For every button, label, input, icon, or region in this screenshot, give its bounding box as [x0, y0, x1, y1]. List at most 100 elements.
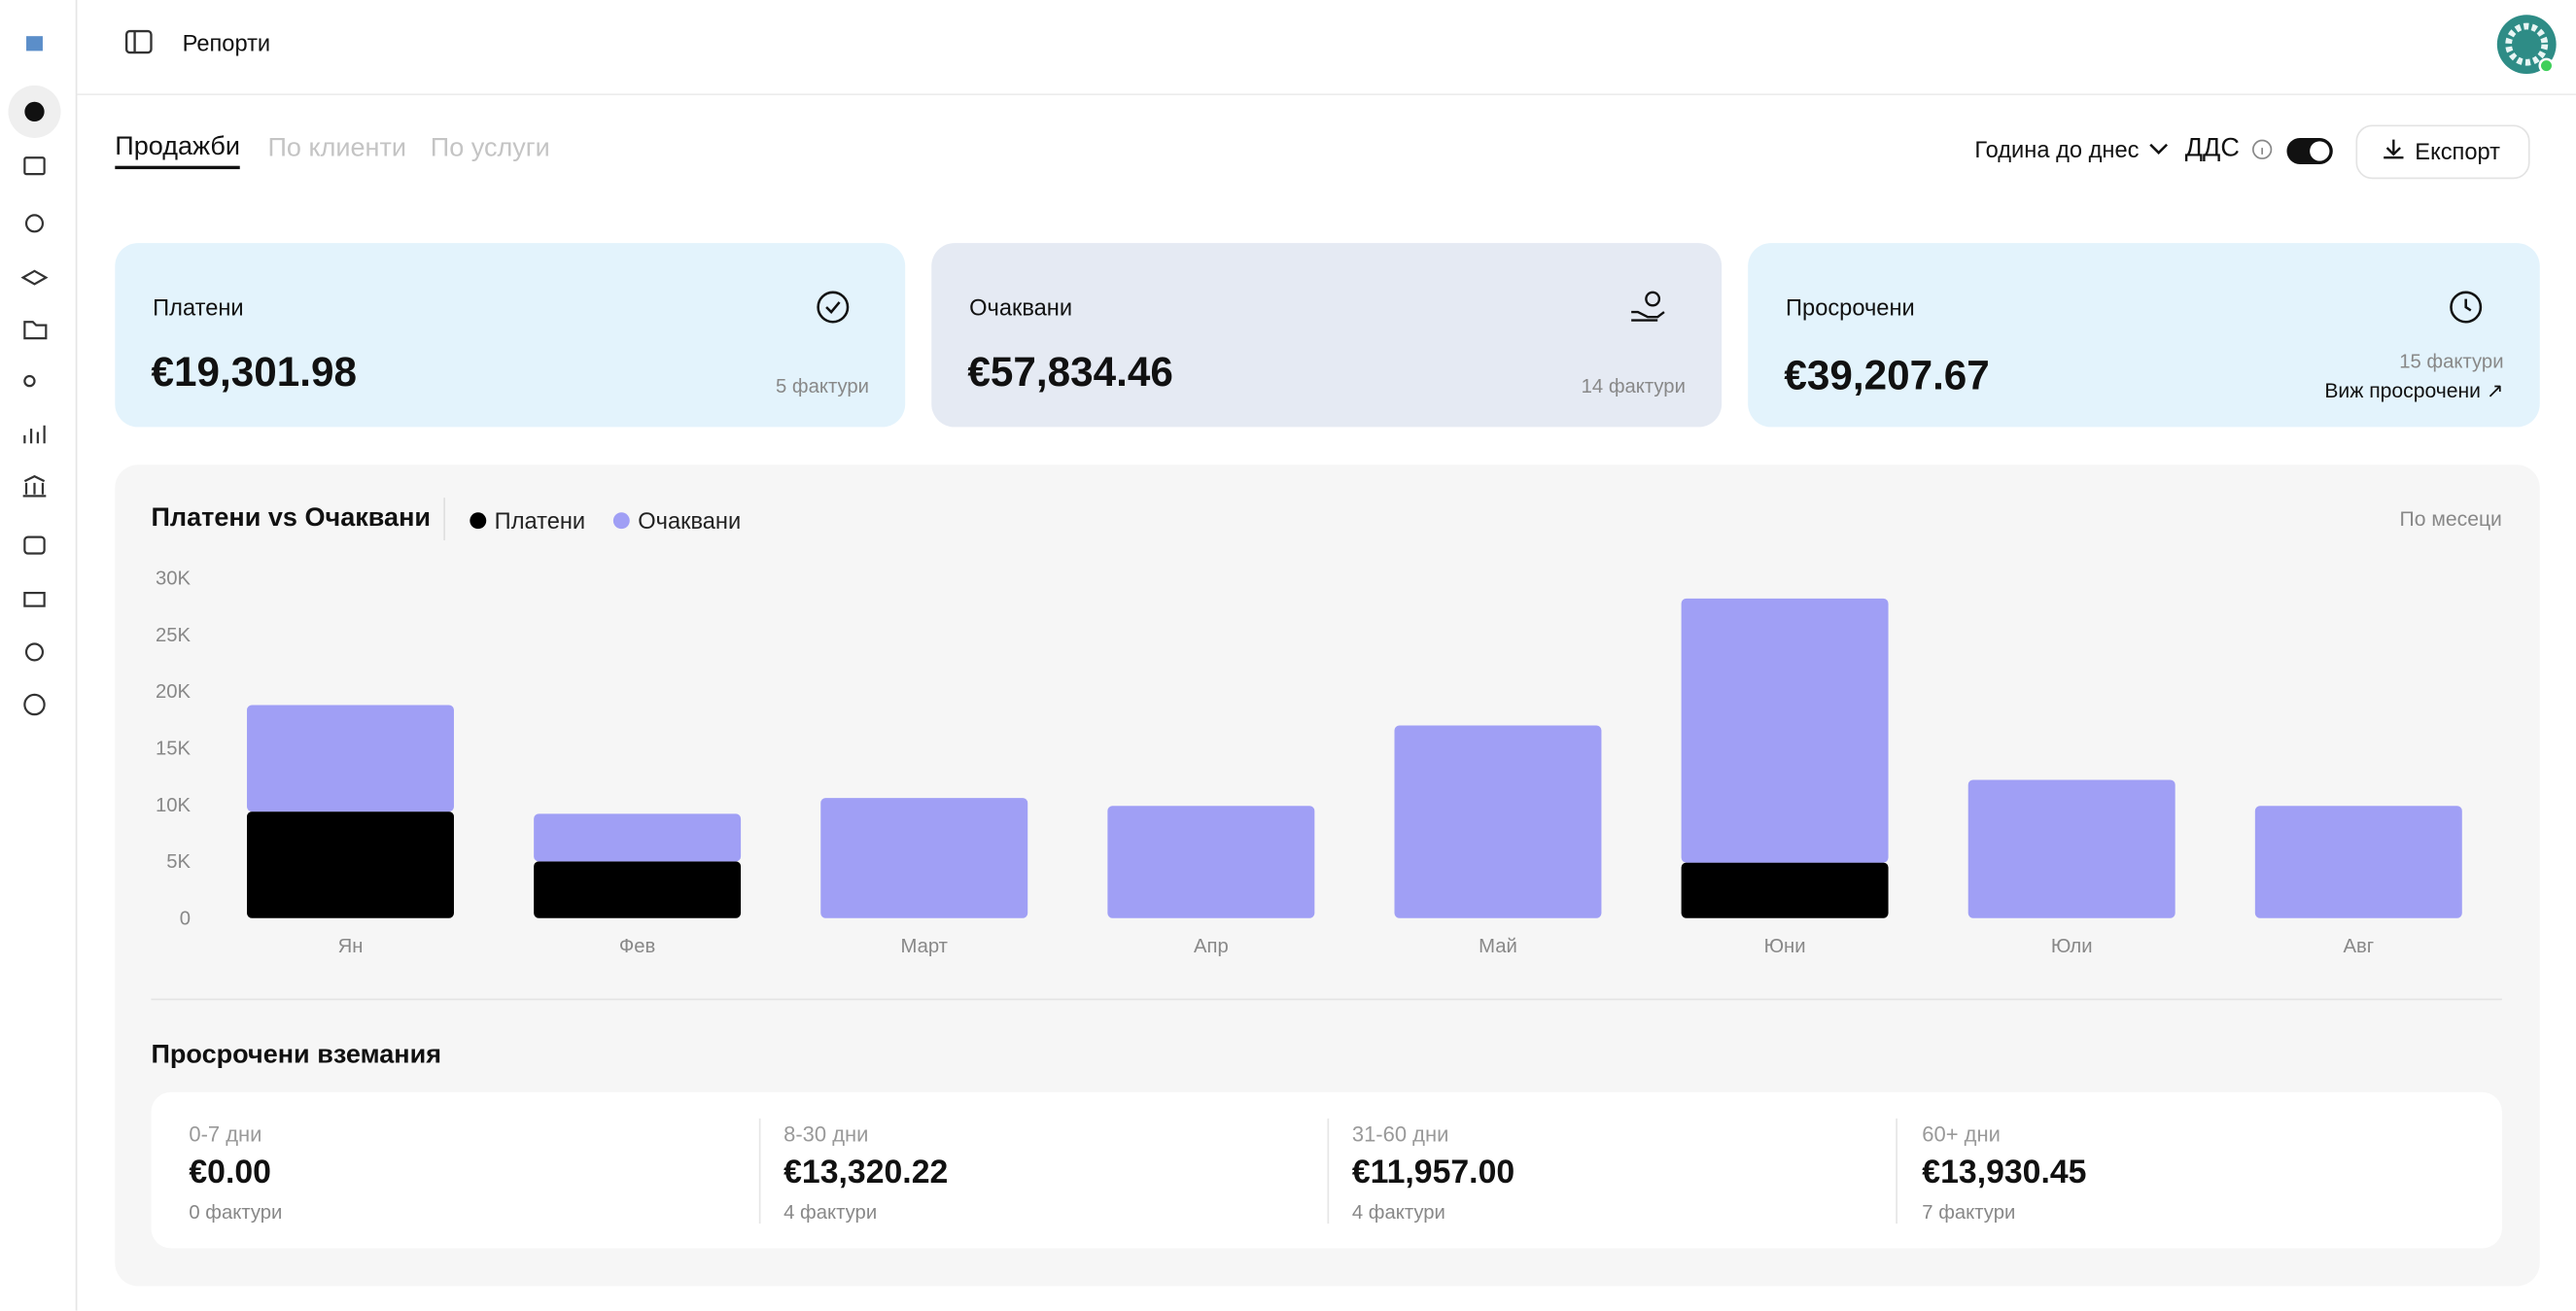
y-tick-label: 10K	[156, 795, 191, 816]
bucket-separator	[758, 1118, 761, 1225]
card-title: Просрочени	[1786, 293, 1915, 321]
grouping-select[interactable]: По месеци	[2399, 507, 2502, 531]
x-tick-label: Май	[1479, 936, 1517, 957]
bar-segment	[820, 798, 1028, 918]
x-tick-label: Авг	[2343, 936, 2374, 957]
nav-gifts[interactable]	[23, 591, 46, 607]
bucket-range: 0-7 дни	[189, 1121, 262, 1147]
bucket-range: 8-30 дни	[783, 1121, 869, 1147]
overdue-title: Просрочени вземания	[151, 1041, 442, 1070]
period-select[interactable]: Година до днес	[1974, 136, 2140, 163]
avatar[interactable]	[2493, 14, 2559, 80]
x-tick-label: Март	[900, 936, 948, 957]
bar-segment	[1681, 598, 1889, 863]
bar-segment	[1107, 806, 1315, 918]
nav-projects[interactable]	[23, 321, 48, 340]
nav-settings[interactable]	[24, 642, 45, 662]
export-button[interactable]	[2355, 124, 2530, 180]
chart-title: Платени vs Очаквани	[151, 503, 432, 533]
header	[77, 0, 2576, 96]
x-tick-label: Юни	[1764, 936, 1806, 957]
overdue-buckets	[151, 1091, 2502, 1249]
nav-team[interactable]	[23, 374, 36, 388]
bucket-invoices: 0 фактури	[189, 1200, 283, 1225]
y-tick-label: 5K	[166, 851, 191, 873]
card-invoices: 15 фактури	[2399, 349, 2504, 373]
info-icon[interactable]	[2250, 138, 2274, 161]
bucket-range: 31-60 дни	[1351, 1121, 1449, 1147]
bucket-amount: €13,930.45	[1922, 1155, 2087, 1191]
bucket-invoices: 4 фактури	[783, 1200, 878, 1225]
bucket-amount: €11,957.00	[1351, 1155, 1515, 1191]
card-title: Очаквани	[969, 293, 1073, 321]
check-icon	[817, 291, 850, 324]
vat-toggle[interactable]	[2285, 136, 2335, 165]
nav-reports[interactable]	[24, 101, 45, 122]
card-expected: Очаквани €57,834.46 14 фактури	[931, 243, 1723, 428]
bucket-separator	[1327, 1118, 1330, 1225]
x-tick-label: Апр	[1194, 936, 1229, 957]
chevron	[2149, 143, 2169, 155]
y-tick-label: 20K	[156, 681, 191, 703]
sidebar-toggle[interactable]	[124, 29, 154, 55]
nav-stats[interactable]	[23, 425, 46, 444]
export-label: Експорт	[2415, 137, 2500, 164]
tab[interactable]: По клиенти	[267, 134, 406, 163]
x-tick-label: Ян	[338, 936, 364, 957]
legend-label: Платени	[495, 509, 585, 535]
y-tick-label: 15K	[156, 739, 191, 760]
clock-icon	[2450, 291, 2483, 324]
tab-active[interactable]: Продажби	[115, 133, 241, 170]
x-tick-label: Юли	[2051, 936, 2093, 957]
nav-deals[interactable]	[20, 269, 49, 286]
bar-segment	[2254, 806, 2462, 918]
legend-swatch	[612, 512, 630, 530]
sidebar-icons	[8, 36, 61, 716]
bar-segment	[1681, 862, 1889, 918]
bucket-range: 60+ дни	[1922, 1121, 2001, 1147]
card-title: Платени	[153, 293, 244, 321]
hand-coin-icon	[1631, 291, 1665, 322]
bucket-amount: €13,320.22	[783, 1155, 949, 1191]
nav-invoices[interactable]	[23, 156, 46, 176]
x-tick-label: Фев	[619, 936, 655, 957]
divider	[151, 998, 2502, 1001]
nav-clients[interactable]	[24, 214, 45, 233]
bucket-invoices: 7 фактури	[1922, 1200, 2016, 1225]
bucket-amount: €0.00	[189, 1155, 271, 1191]
y-tick-label: 25K	[156, 625, 191, 646]
bar-segment	[247, 705, 454, 812]
tab[interactable]: По услуги	[430, 134, 550, 163]
bar-segment	[1394, 725, 1602, 918]
logo[interactable]	[26, 36, 43, 52]
nav-help[interactable]	[23, 693, 46, 716]
separator	[443, 498, 445, 541]
legend-label: Очаквани	[638, 509, 741, 535]
card-amount: €57,834.46	[967, 349, 1173, 397]
card-amount: €39,207.67	[1784, 353, 1990, 399]
card-invoices: 14 фактури	[1581, 374, 1686, 397]
bar-segment	[534, 861, 742, 918]
nav-bank[interactable]	[22, 474, 47, 498]
page-title: Репорти	[182, 29, 271, 56]
sidebar	[0, 0, 78, 1311]
bucket-separator	[1896, 1118, 1897, 1225]
bar-segment	[534, 813, 742, 862]
y-tick-label: 0	[180, 908, 191, 929]
download-icon	[2384, 139, 2404, 159]
nav-wallet[interactable]	[23, 535, 46, 555]
bucket-invoices: 4 фактури	[1351, 1200, 1445, 1225]
view-overdue-link[interactable]: Виж просрочени ↗	[2324, 379, 2504, 403]
card-invoices: 5 фактури	[775, 374, 870, 397]
bar-segment	[1967, 779, 2176, 918]
card-amount: €19,301.98	[151, 349, 357, 397]
card-overdue: Просрочени €39,207.67 15 фактури Виж про…	[1748, 243, 2540, 428]
y-tick-label: 30K	[156, 569, 191, 590]
legend-swatch	[470, 512, 487, 530]
card-paid: Платени €19,301.98 5 фактури	[115, 243, 906, 428]
vat-label: ДДС	[2184, 134, 2240, 163]
